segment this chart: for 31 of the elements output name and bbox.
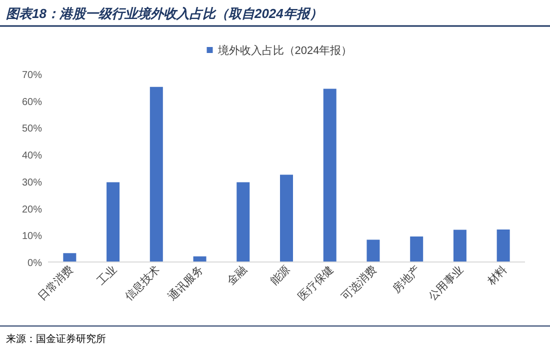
x-tick-label: 可选消费: [339, 262, 380, 304]
bar: [106, 182, 120, 262]
x-tick-label: 工业: [94, 262, 120, 288]
x-tick-label: 房地产: [390, 262, 423, 296]
y-tick-label: 30%: [22, 177, 42, 188]
y-tick-label: 50%: [22, 124, 42, 135]
y-tick-label: 10%: [22, 231, 42, 242]
legend-label: 境外收入占比（2024年报）: [216, 44, 352, 57]
bar: [236, 182, 250, 262]
bar: [280, 174, 293, 262]
x-tick-label: 医疗保健: [296, 262, 336, 304]
x-tick-label: 金融: [225, 264, 250, 288]
x-tick-label: 材料: [484, 262, 510, 288]
bar: [366, 240, 380, 262]
x-tick-label: 通讯服务: [166, 262, 206, 304]
y-tick-label: 40%: [22, 150, 42, 162]
bar: [150, 86, 163, 262]
x-tick-label: 能源: [268, 262, 293, 288]
bar: [410, 236, 424, 262]
bar: [323, 88, 336, 262]
bar: [63, 253, 76, 262]
y-tick-label: 20%: [22, 204, 42, 216]
y-tick-label: 70%: [22, 70, 42, 81]
x-tick-label: 公用事业: [426, 262, 466, 304]
source-note: 来源：国金证券研究所: [6, 333, 106, 345]
y-tick-label: 0%: [28, 258, 42, 269]
bar: [453, 230, 466, 262]
bar: [496, 230, 510, 262]
y-tick-label: 60%: [22, 96, 42, 108]
x-tick-label: 信息技术: [122, 262, 163, 304]
chart-title: 图表18：港股一级行业境外收入占比（取自2024年报）: [6, 6, 322, 21]
